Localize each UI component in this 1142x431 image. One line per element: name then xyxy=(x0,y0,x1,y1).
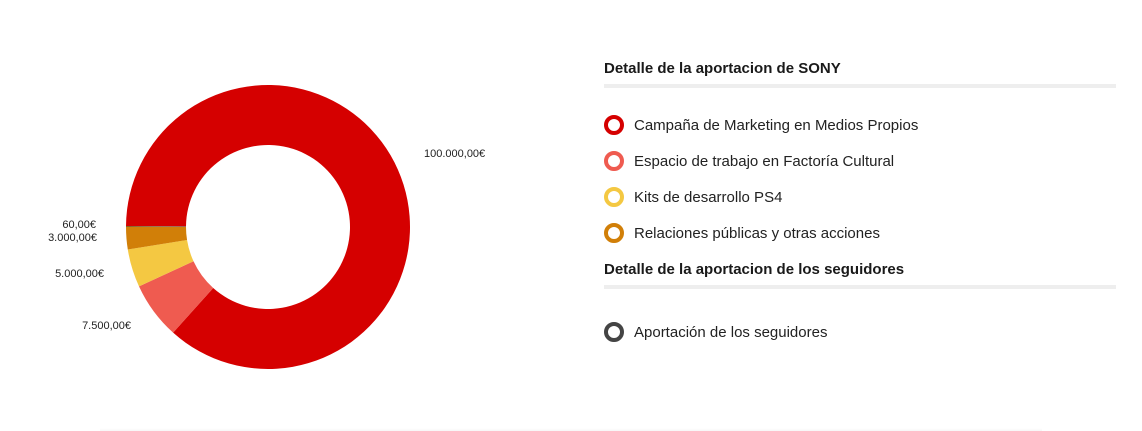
legend-marker-icon xyxy=(604,151,624,171)
donut-slice[interactable] xyxy=(126,85,410,369)
slice-value-label: 3.000,00€ xyxy=(48,232,97,244)
slice-value-label: 5.000,00€ xyxy=(55,268,104,280)
legend-item-label: Aportación de los seguidores xyxy=(634,323,828,341)
legend-item-marketing[interactable]: Campaña de Marketing en Medios Propios xyxy=(604,107,1116,143)
donut-chart: 100.000,00€ 7.500,00€ 5.000,00€ 3.000,00€60… xyxy=(48,85,485,369)
legend-list-sony: Campaña de Marketing en Medios Propios E… xyxy=(604,107,1116,251)
legend-item-label: Campaña de Marketing en Medios Propios xyxy=(634,116,919,134)
donut-chart-area: 100.000,00€ 7.500,00€ 5.000,00€ 3.000,00€ 60… xyxy=(0,0,560,431)
donut-slice[interactable] xyxy=(126,226,188,250)
legend-heading-followers: Detalle de la aportacion de los seguidor… xyxy=(604,261,1116,289)
legend-marker-icon xyxy=(604,187,624,207)
donut-slice[interactable] xyxy=(126,226,187,227)
donut-slice[interactable] xyxy=(139,261,214,333)
legend-item-label: Kits de desarrollo PS4 xyxy=(634,188,783,206)
legend-marker-icon xyxy=(604,322,624,342)
legend-item-dev-kits[interactable]: Kits de desarrollo PS4 xyxy=(604,179,1116,215)
slice-value-label: 7.500,00€ xyxy=(82,320,131,332)
legend-marker-icon xyxy=(604,115,624,135)
legend-list-followers: Aportación de los seguidores xyxy=(604,314,1116,350)
legend-item-followers[interactable]: Aportación de los seguidores xyxy=(604,314,1116,350)
legend-item-label: Relaciones públicas y otras acciones xyxy=(634,224,880,242)
legend-marker-icon xyxy=(604,223,624,243)
legend-panel: Detalle de la aportacion de SONY Campaña… xyxy=(604,60,1116,350)
legend-item-label: Espacio de trabajo en Factoría Cultural xyxy=(634,152,895,170)
legend-item-workspace[interactable]: Espacio de trabajo en Factoría Cultural xyxy=(604,143,1116,179)
legend-heading-sony: Detalle de la aportacion de SONY xyxy=(604,60,1116,88)
slice-value-label: 100.000,00€ xyxy=(424,148,485,160)
bottom-divider xyxy=(100,428,1042,431)
slice-value-label: 60,00€ xyxy=(62,219,96,231)
donut-slice[interactable] xyxy=(127,240,194,287)
legend-item-public-relations[interactable]: Relaciones públicas y otras acciones xyxy=(604,215,1116,251)
